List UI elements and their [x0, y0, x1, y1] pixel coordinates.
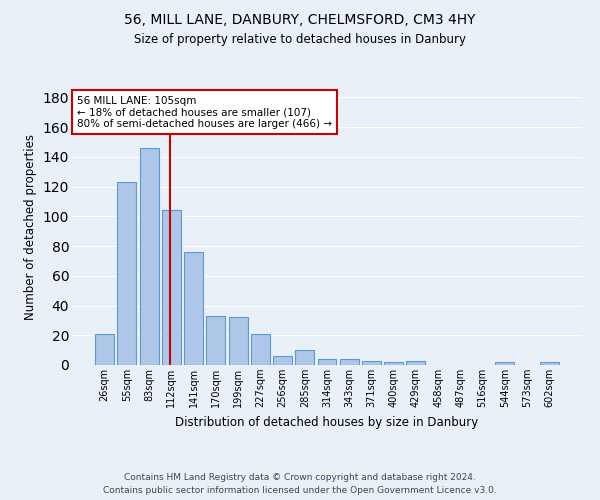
Bar	[340, 359, 359, 365]
X-axis label: Distribution of detached houses by size in Danbury: Distribution of detached houses by size …	[175, 416, 479, 428]
Text: 56, MILL LANE, DANBURY, CHELMSFORD, CM3 4HY: 56, MILL LANE, DANBURY, CHELMSFORD, CM3 …	[124, 12, 476, 26]
Y-axis label: Number of detached properties: Number of detached properties	[24, 134, 37, 320]
Bar	[540, 362, 559, 365]
Bar	[184, 252, 203, 365]
Bar	[273, 356, 292, 365]
Text: Size of property relative to detached houses in Danbury: Size of property relative to detached ho…	[134, 32, 466, 46]
Bar	[140, 148, 158, 365]
Bar	[118, 182, 136, 365]
Bar	[295, 350, 314, 365]
Bar	[206, 316, 225, 365]
Bar	[384, 362, 403, 365]
Bar	[229, 318, 248, 365]
Bar	[95, 334, 114, 365]
Bar	[362, 360, 381, 365]
Bar	[162, 210, 181, 365]
Bar	[251, 334, 270, 365]
Text: 56 MILL LANE: 105sqm
← 18% of detached houses are smaller (107)
80% of semi-deta: 56 MILL LANE: 105sqm ← 18% of detached h…	[77, 96, 332, 128]
Bar	[496, 362, 514, 365]
Text: Contains public sector information licensed under the Open Government Licence v3: Contains public sector information licen…	[103, 486, 497, 495]
Bar	[317, 359, 337, 365]
Text: Contains HM Land Registry data © Crown copyright and database right 2024.: Contains HM Land Registry data © Crown c…	[124, 472, 476, 482]
Bar	[406, 360, 425, 365]
